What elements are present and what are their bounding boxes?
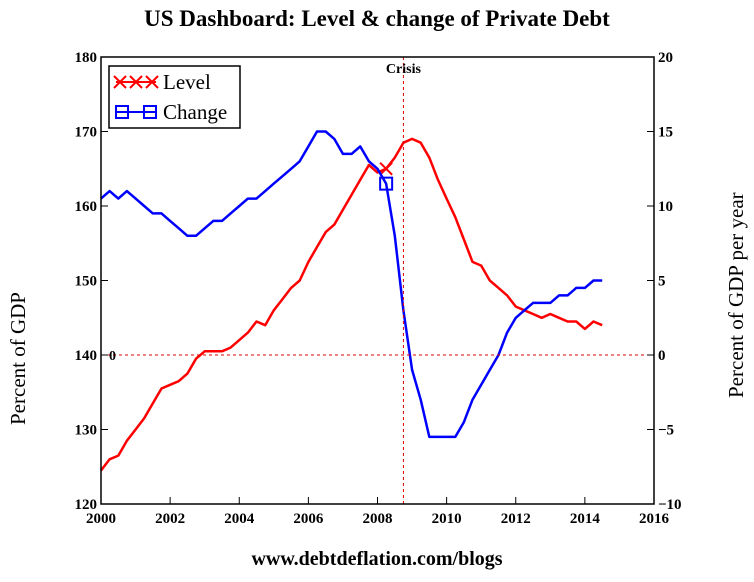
legend: Level Change: [108, 65, 241, 129]
y-tick-label: 120: [75, 497, 98, 513]
y-tick-label: 170: [75, 125, 98, 141]
series-line-change: [100, 130, 603, 439]
legend-label-level: Level: [163, 70, 211, 94]
crisis-label: Crisis: [386, 62, 422, 77]
y-tick-label: 180: [75, 50, 98, 66]
x-tick-label: 2000: [86, 511, 116, 527]
y2-tick-label: 0: [658, 348, 666, 364]
y2-tick-label: 10: [658, 199, 673, 215]
legend-marker-level: [113, 75, 127, 89]
x-tick-label: 2014: [570, 511, 601, 527]
legend-label-change: Change: [163, 100, 227, 124]
series-line-level: [100, 137, 603, 472]
legend-marker-change: [115, 105, 129, 119]
annotation-layer: 0 Crisis: [101, 57, 654, 504]
zero-label: 0: [109, 349, 116, 364]
x-tick-label: 2004: [224, 511, 255, 527]
x-tick-label: 2002: [155, 511, 185, 527]
series-marker-change: [379, 176, 394, 191]
x-tick-label: 2016: [639, 511, 670, 527]
y2-tick-label: 5: [658, 274, 666, 290]
y-tick-label: 130: [75, 423, 98, 439]
legend-marker-level: [129, 75, 143, 89]
y-tick-label: 150: [75, 274, 98, 290]
x-tick-label: 2008: [363, 511, 393, 527]
x-tick-label: 2012: [501, 511, 531, 527]
y2-tick-label: −5: [658, 423, 674, 439]
x-tick-label: 2010: [432, 511, 462, 527]
legend-marker-level: [145, 75, 159, 89]
footer-url: www.debtdeflation.com/blogs: [251, 548, 503, 570]
y-tick-label: 140: [75, 348, 98, 364]
y-tick-label: 160: [75, 199, 98, 215]
y2-tick-label: −10: [658, 497, 682, 513]
series-layer: [100, 130, 603, 472]
y2-tick-label: 15: [658, 125, 673, 141]
chart-title: US Dashboard: Level & change of Private …: [144, 6, 610, 31]
axes-layer: 2000 2002 2004 2006 2008 2010 2012 2014 20161201…: [75, 50, 682, 527]
series-marker-level: [379, 162, 393, 176]
y2-tick-label: 20: [658, 50, 673, 66]
x-tick-label: 2006: [293, 511, 324, 527]
legend-marker-change: [143, 105, 157, 119]
